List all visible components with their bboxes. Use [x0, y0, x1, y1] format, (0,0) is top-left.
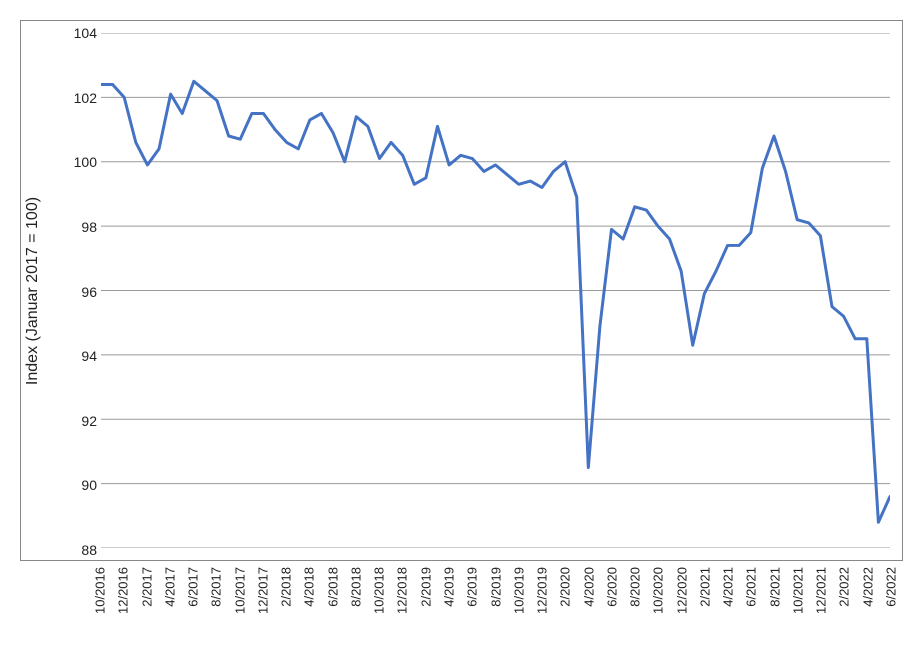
plot-area — [101, 33, 890, 548]
x-tick-label: 10/2018 — [372, 567, 387, 614]
x-tick-label: 6/2017 — [186, 567, 201, 607]
x-tick-label: 6/2020 — [604, 567, 619, 607]
x-tick-label: 12/2019 — [535, 567, 550, 614]
x-tick-label: 2/2021 — [697, 567, 712, 607]
x-tick-label: 2/2022 — [837, 567, 852, 607]
y-tick-label: 90 — [71, 477, 97, 493]
x-tick-label: 4/2017 — [162, 567, 177, 607]
y-tick-label: 94 — [71, 348, 97, 364]
x-tick-label: 12/2016 — [116, 567, 131, 614]
x-tick-label: 2/2019 — [418, 567, 433, 607]
x-tick-label: 10/2017 — [232, 567, 247, 614]
y-tick-label: 96 — [71, 284, 97, 300]
y-tick-label: 102 — [71, 90, 97, 106]
x-tick-label: 4/2022 — [860, 567, 875, 607]
x-tick-label: 8/2020 — [628, 567, 643, 607]
x-tick-label: 12/2018 — [395, 567, 410, 614]
x-tick-label: 8/2019 — [488, 567, 503, 607]
data-line — [101, 81, 890, 522]
x-tick-label: 4/2021 — [721, 567, 736, 607]
x-tick-label: 6/2019 — [465, 567, 480, 607]
x-tick-label: 2/2017 — [139, 567, 154, 607]
y-tick-label: 92 — [71, 413, 97, 429]
x-tick-label: 4/2019 — [441, 567, 456, 607]
y-axis-label: Index (Januar 2017 = 100) — [24, 196, 42, 384]
x-tick-label: 6/2018 — [325, 567, 340, 607]
chart-svg — [101, 33, 890, 548]
chart-panel: Index (Januar 2017 = 100) 88 90 92 94 96 98 10… — [20, 20, 903, 561]
x-tick-label: 2/2020 — [558, 567, 573, 607]
x-tick-label: 4/2018 — [302, 567, 317, 607]
x-tick-label: 10/2019 — [511, 567, 526, 614]
x-tick-label: 6/2021 — [744, 567, 759, 607]
y-tick-label: 98 — [71, 219, 97, 235]
y-tick-label: 104 — [71, 25, 97, 41]
x-tick-label: 12/2021 — [814, 567, 829, 614]
x-tick-label: 2/2018 — [279, 567, 294, 607]
x-tick-label: 6/2022 — [884, 567, 899, 607]
x-tick-label: 12/2017 — [255, 567, 270, 614]
y-tick-label: 100 — [71, 154, 97, 170]
x-tick-label: 10/2016 — [93, 567, 108, 614]
x-tick-label: 12/2020 — [674, 567, 689, 614]
x-tick-label: 8/2017 — [209, 567, 224, 607]
y-tick-label: 88 — [71, 542, 97, 558]
x-tick-label: 10/2021 — [790, 567, 805, 614]
x-tick-label: 4/2020 — [581, 567, 596, 607]
x-tick-label: 10/2020 — [651, 567, 666, 614]
chart-container: Index (Januar 2017 = 100) 88 90 92 94 96 98 10… — [0, 0, 923, 661]
x-tick-label: 8/2021 — [767, 567, 782, 607]
x-tick-label: 8/2018 — [348, 567, 363, 607]
